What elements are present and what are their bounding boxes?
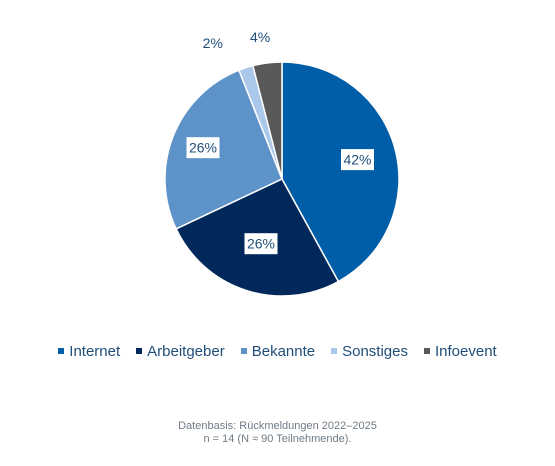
legend-label-infoevent: Infoevent bbox=[434, 342, 497, 360]
legend-swatch-bekannte bbox=[240, 348, 247, 354]
legend-label-sonstiges: Sonstiges bbox=[342, 342, 408, 360]
footnote-line-2: n = 14 (N ≈ 90 Teilnehmende). bbox=[203, 433, 352, 445]
pie-label-text: 2% bbox=[203, 35, 223, 51]
legend-item-arbeitgeber: Arbeitgeber bbox=[136, 343, 225, 360]
pie-label-arbeitgeber: 26% bbox=[244, 233, 278, 255]
legend-swatch-internet bbox=[58, 348, 65, 354]
pie-slices bbox=[164, 61, 400, 297]
legend: Internet Arbeitgeber Bekannte Sonstiges … bbox=[0, 340, 555, 362]
pie-label-text: 26% bbox=[189, 140, 217, 156]
legend-label-arbeitgeber: Arbeitgeber bbox=[147, 342, 225, 360]
pie-label-box bbox=[341, 149, 374, 171]
footnote: Datenbasis: Rückmeldungen 2022–2025 n = … bbox=[0, 420, 555, 446]
legend-label-bekannte: Bekannte bbox=[251, 342, 316, 360]
pie-label-infoevent: 4% bbox=[250, 29, 270, 45]
legend-item-internet: Internet bbox=[58, 343, 120, 360]
legend-swatch-sonstiges bbox=[331, 348, 338, 354]
legend-swatch-infoevent bbox=[423, 348, 430, 354]
pie-label-sonstiges: 2% bbox=[203, 35, 223, 51]
footnote-line-1: Datenbasis: Rückmeldungen 2022–2025 bbox=[178, 420, 377, 432]
pie-labels: 42% 26% 26% 2% 4% bbox=[186, 29, 374, 255]
pie-label-box bbox=[244, 233, 278, 255]
pie-label-internet: 42% bbox=[341, 149, 374, 171]
legend-label-internet: Internet bbox=[69, 342, 121, 360]
pie-label-text: 4% bbox=[250, 29, 270, 45]
pie-label-text: 26% bbox=[247, 236, 275, 252]
pie-slice-bekannte bbox=[164, 69, 283, 230]
pie-slice-infoevent bbox=[251, 61, 283, 180]
legend-item-sonstiges: Sonstiges bbox=[331, 343, 408, 360]
pie-label-bekannte: 26% bbox=[186, 137, 220, 159]
legend-item-infoevent: Infoevent bbox=[423, 342, 497, 360]
pie-label-box bbox=[186, 137, 220, 159]
legend-item-bekannte: Bekannte bbox=[240, 342, 316, 360]
legend-swatch-arbeitgeber bbox=[136, 348, 143, 354]
pie-label-text: 42% bbox=[343, 152, 371, 168]
pie-slice-internet bbox=[281, 61, 400, 283]
